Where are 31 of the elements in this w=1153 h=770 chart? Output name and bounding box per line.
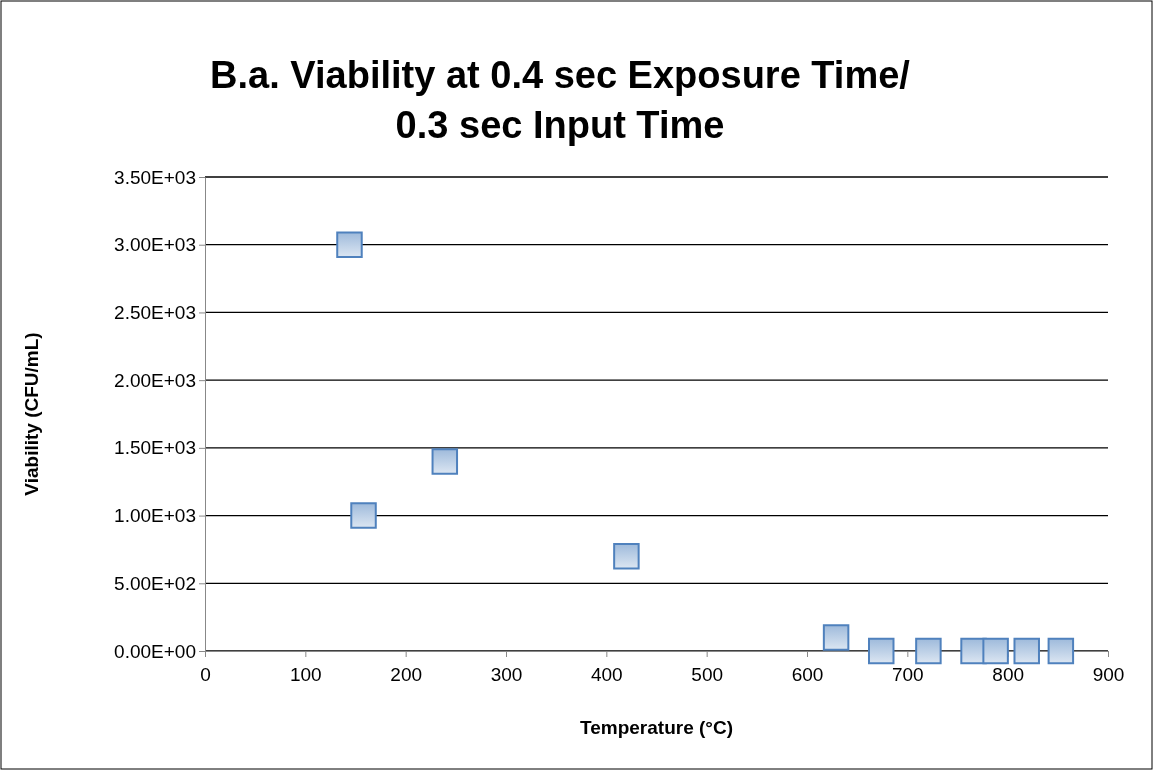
x-tick-label: 800 bbox=[992, 663, 1025, 685]
y-axis-title: Viability (CFU/mL) bbox=[21, 332, 42, 496]
x-tick-label: 700 bbox=[891, 663, 924, 685]
y-tick-label: 2.50E+03 bbox=[114, 302, 196, 324]
point bbox=[915, 637, 942, 665]
x-tick-label: 900 bbox=[1092, 663, 1125, 685]
x-tick-label: 400 bbox=[590, 663, 623, 685]
y-tick-label: 0.00E+00 bbox=[114, 640, 196, 662]
y-tick-label: 1.50E+03 bbox=[114, 437, 196, 459]
point bbox=[982, 637, 1009, 665]
point bbox=[431, 448, 459, 475]
point bbox=[822, 624, 850, 651]
x-tick-label: 300 bbox=[490, 663, 523, 685]
x-axis-title: Temperature (°C) bbox=[580, 717, 733, 738]
y-tick-label: 3.50E+03 bbox=[114, 166, 196, 188]
point bbox=[1047, 637, 1075, 665]
x-tick-label: 0 bbox=[200, 663, 211, 685]
point bbox=[868, 637, 895, 665]
point bbox=[336, 231, 363, 258]
y-tick-label: 3.00E+03 bbox=[114, 234, 196, 256]
x-tick-label: 600 bbox=[791, 663, 824, 685]
chart-title: B.a. Viability at 0.4 sec Exposure Time/ 0.3 sec Input Time bbox=[210, 54, 911, 146]
y-tick-label: 5.00E+02 bbox=[114, 572, 196, 594]
y-tick-label: 1.00E+03 bbox=[114, 505, 196, 527]
point bbox=[350, 502, 377, 529]
x-tick-label: 100 bbox=[289, 663, 322, 685]
x-tick-label: 200 bbox=[390, 663, 423, 685]
point bbox=[613, 542, 640, 570]
point bbox=[1013, 637, 1040, 665]
x-tick-label: 500 bbox=[691, 663, 724, 685]
y-tick-label: 2.00E+03 bbox=[114, 369, 196, 391]
